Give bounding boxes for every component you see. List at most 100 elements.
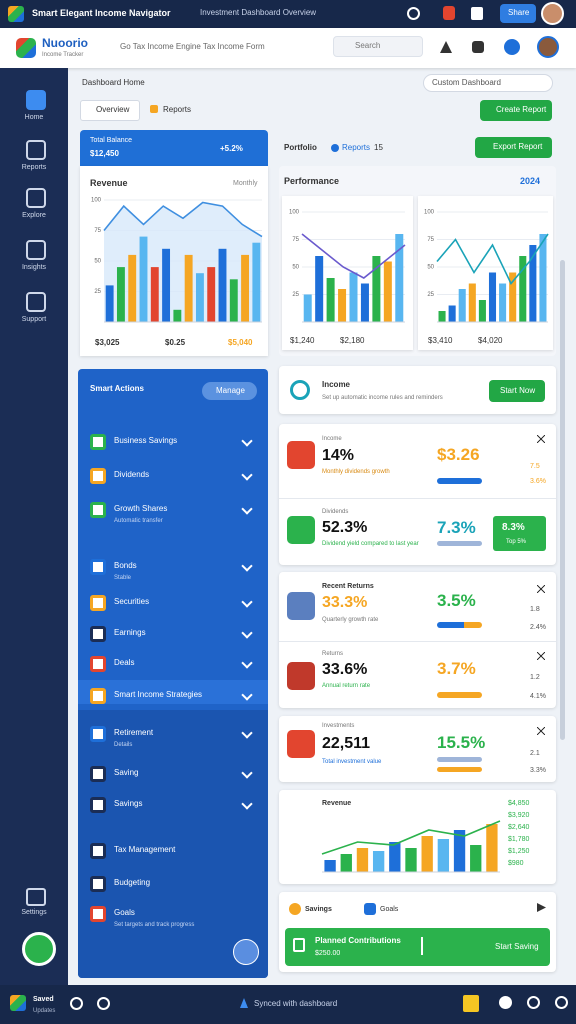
app-logo bbox=[8, 6, 24, 22]
nav-icon[interactable] bbox=[26, 140, 46, 160]
label: Total Balance bbox=[90, 137, 133, 144]
icon[interactable] bbox=[70, 997, 83, 1010]
icon[interactable] bbox=[97, 997, 110, 1010]
label: 3.3% bbox=[530, 767, 546, 774]
avatar[interactable] bbox=[537, 36, 559, 58]
label: $4,020 bbox=[478, 336, 503, 345]
icon[interactable] bbox=[555, 996, 568, 1009]
label: 15.5% bbox=[437, 733, 486, 752]
icon bbox=[290, 380, 310, 400]
icon[interactable] bbox=[472, 41, 484, 53]
nav-icon[interactable] bbox=[26, 90, 46, 110]
item-icon bbox=[90, 906, 106, 922]
icon[interactable] bbox=[499, 996, 512, 1009]
chart-card bbox=[418, 196, 553, 350]
export-button[interactable] bbox=[475, 137, 552, 158]
nav-icon[interactable] bbox=[26, 188, 46, 208]
round-button[interactable] bbox=[233, 939, 259, 965]
savings-bar[interactable] bbox=[285, 928, 550, 966]
item-icon bbox=[90, 843, 106, 859]
label: Total investment value bbox=[322, 759, 382, 765]
stat-icon bbox=[287, 516, 315, 544]
custom-input[interactable] bbox=[423, 74, 553, 92]
share-button[interactable] bbox=[500, 4, 536, 23]
item-label: Deals bbox=[114, 658, 135, 667]
add-button[interactable] bbox=[22, 932, 56, 966]
label: 33.3% bbox=[322, 594, 368, 611]
tab-icon bbox=[150, 105, 158, 113]
close-icon[interactable] bbox=[537, 435, 545, 443]
label: 7.5 bbox=[530, 463, 540, 470]
app-logo bbox=[10, 995, 26, 1011]
close-icon[interactable] bbox=[537, 727, 545, 735]
label: 2024 bbox=[520, 176, 541, 186]
card-title: Performance bbox=[284, 176, 340, 186]
label: Create Report bbox=[496, 105, 547, 114]
legend-entry: $980 bbox=[508, 860, 524, 867]
label: $1,240 bbox=[290, 336, 315, 345]
nav-label: Reports bbox=[21, 164, 47, 171]
item-label: Tax Management bbox=[114, 845, 176, 854]
bottom-bar bbox=[0, 985, 576, 1024]
create-button[interactable] bbox=[480, 100, 552, 121]
label: Quarterly growth rate bbox=[322, 617, 379, 623]
label: Top 5% bbox=[506, 539, 527, 545]
label: 3.6% bbox=[530, 478, 546, 485]
label: $3.26 bbox=[437, 445, 480, 464]
avatar[interactable] bbox=[541, 2, 564, 25]
icon[interactable] bbox=[463, 995, 479, 1012]
label: Dividends bbox=[322, 509, 349, 515]
item-icon bbox=[90, 626, 106, 642]
stat-icon bbox=[287, 730, 315, 758]
label: Start Saving bbox=[495, 942, 539, 951]
arrow-icon[interactable] bbox=[537, 903, 546, 912]
nav-label: Explore bbox=[22, 212, 46, 219]
nav-icon[interactable] bbox=[26, 292, 46, 312]
item-label: Securities bbox=[114, 597, 150, 606]
label: Income bbox=[322, 436, 342, 442]
label: 1.8 bbox=[530, 606, 540, 613]
label: 3.7% bbox=[437, 659, 476, 678]
item-label: Bonds bbox=[114, 561, 137, 570]
label: Saved bbox=[33, 996, 54, 1003]
icon bbox=[289, 903, 301, 915]
label: $2,180 bbox=[340, 336, 365, 345]
item-sub: Stable bbox=[114, 575, 132, 581]
item-label: Business Savings bbox=[114, 436, 178, 445]
label: Portfolio bbox=[284, 143, 317, 152]
item-label: Saving bbox=[114, 768, 139, 777]
icon[interactable] bbox=[504, 39, 520, 55]
manage-button[interactable] bbox=[202, 382, 257, 400]
label: $3,410 bbox=[428, 336, 453, 345]
label: 7.3% bbox=[437, 518, 476, 537]
label: Investments bbox=[322, 723, 355, 729]
legend-entry: $3,920 bbox=[508, 812, 530, 819]
close-icon[interactable] bbox=[537, 652, 545, 660]
start-button[interactable] bbox=[489, 380, 545, 402]
label: Reports bbox=[342, 143, 371, 152]
nav-icon[interactable] bbox=[26, 240, 46, 260]
label: Income bbox=[322, 380, 351, 389]
label: 2.1 bbox=[530, 750, 540, 757]
nav-label: Support bbox=[21, 316, 47, 323]
item-label: Budgeting bbox=[114, 878, 151, 887]
icon[interactable] bbox=[443, 6, 455, 20]
search-box[interactable] bbox=[333, 36, 423, 57]
nav-icon[interactable] bbox=[26, 888, 46, 906]
item-icon bbox=[90, 468, 106, 484]
scrollbar bbox=[560, 260, 565, 740]
nav-label: Insights bbox=[21, 264, 47, 271]
icon bbox=[293, 938, 305, 952]
tab[interactable] bbox=[80, 100, 140, 121]
nav-label: Home bbox=[24, 114, 44, 121]
progress bbox=[437, 767, 482, 772]
icon bbox=[364, 903, 376, 915]
icon[interactable] bbox=[471, 7, 483, 20]
icon[interactable] bbox=[527, 996, 540, 1009]
item-label: Smart Income Strategies bbox=[114, 690, 203, 699]
icon bbox=[407, 7, 420, 20]
card bbox=[279, 716, 556, 782]
close-icon[interactable] bbox=[537, 585, 545, 593]
label: Go Tax Income Engine Tax Income Form bbox=[120, 42, 265, 51]
progress bbox=[437, 757, 482, 762]
